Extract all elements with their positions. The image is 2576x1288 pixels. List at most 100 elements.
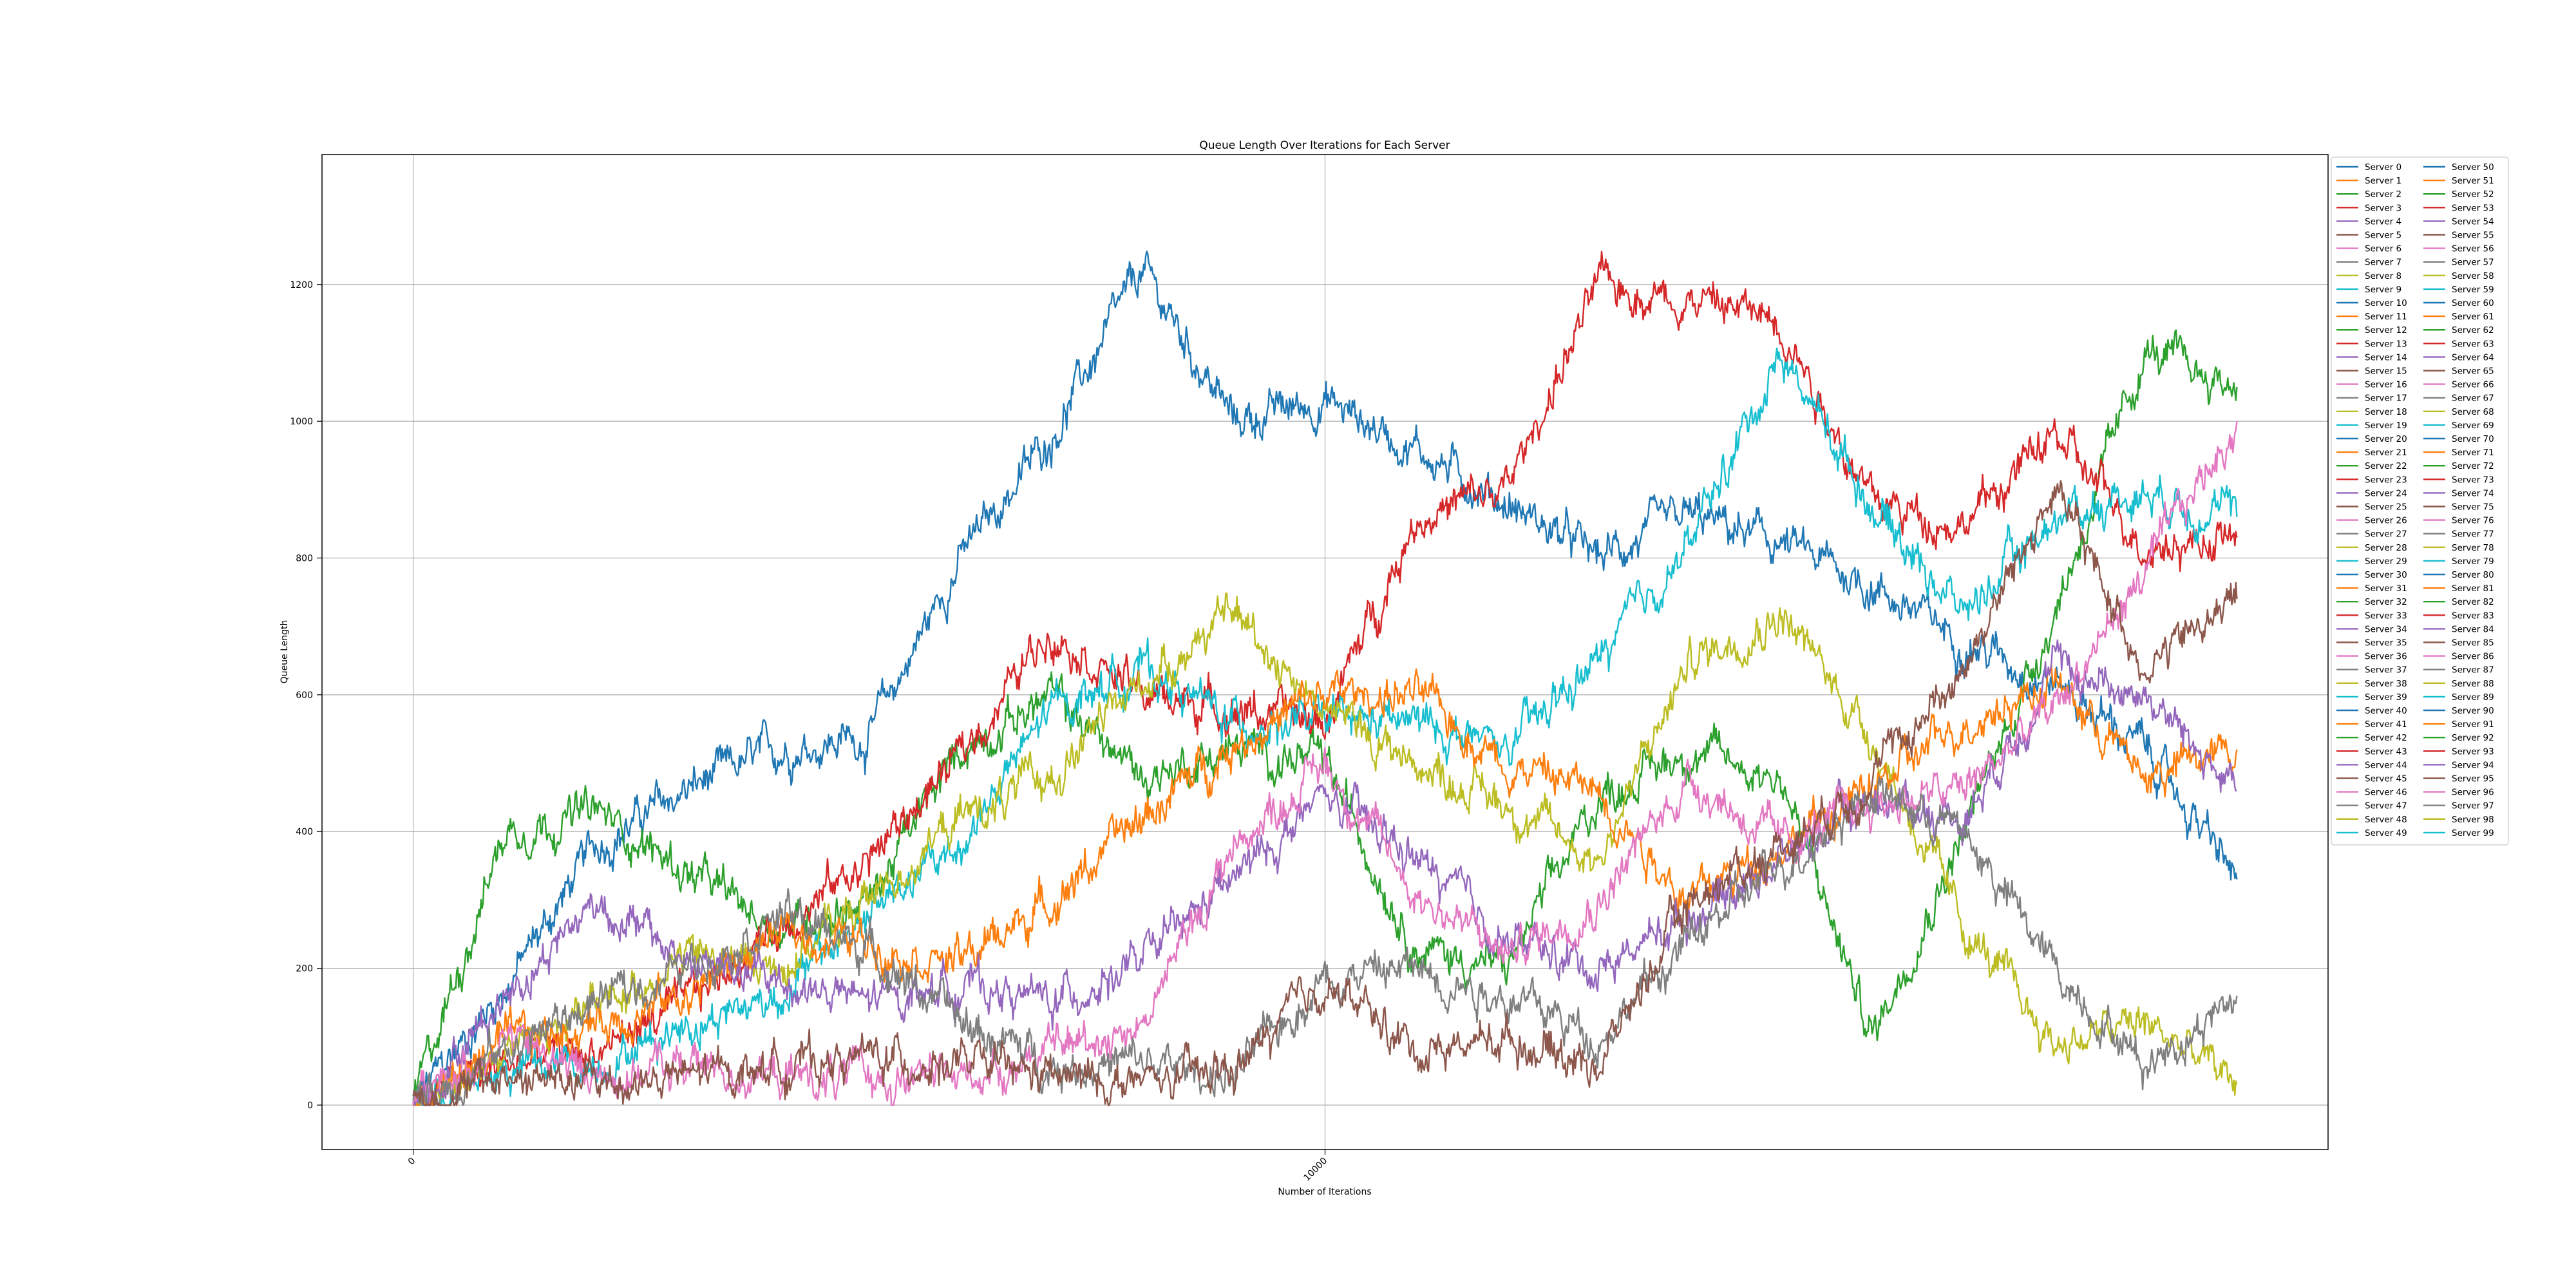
legend: Server 0 Server 1 Server 2 Server 3 Server 4… <box>2331 156 2509 846</box>
legend-label: Server 44 <box>2365 760 2407 770</box>
legend-label: Server 2 <box>2365 189 2401 200</box>
legend-label: Server 78 <box>2452 543 2494 553</box>
legend-label: Server 20 <box>2365 434 2407 444</box>
legend-label: Server 77 <box>2452 529 2494 540</box>
legend-label: Server 98 <box>2452 815 2494 825</box>
x-axis-label: Number of Iterations <box>1278 1187 1371 1197</box>
legend-label: Server 3 <box>2365 203 2401 213</box>
legend-label: Server 56 <box>2452 244 2494 254</box>
legend-label: Server 43 <box>2365 746 2407 757</box>
legend-label: Server 55 <box>2452 231 2494 241</box>
legend-label: Server 11 <box>2365 312 2407 322</box>
series-lines <box>412 251 2238 1106</box>
legend-label: Server 15 <box>2365 366 2407 377</box>
legend-label: Server 14 <box>2365 352 2407 363</box>
legend-label: Server 12 <box>2365 325 2407 336</box>
legend-label: Server 66 <box>2452 380 2494 390</box>
legend-label: Server 72 <box>2452 461 2494 471</box>
legend-label: Server 73 <box>2452 475 2494 485</box>
legend-label: Server 10 <box>2365 298 2407 308</box>
legend-label: Server 31 <box>2365 583 2407 594</box>
legend-label: Server 95 <box>2452 774 2494 784</box>
legend-label: Server 81 <box>2452 583 2494 594</box>
legend-label: Server 34 <box>2365 624 2407 634</box>
legend-label: Server 13 <box>2365 339 2407 349</box>
legend-label: Server 88 <box>2452 679 2494 689</box>
legend-label: Server 28 <box>2365 543 2407 553</box>
legend-label: Server 22 <box>2365 461 2407 471</box>
series-line <box>412 347 2238 1106</box>
legend-label: Server 85 <box>2452 638 2494 649</box>
legend-label: Server 4 <box>2365 216 2401 227</box>
legend-label: Server 63 <box>2452 339 2494 349</box>
legend-label: Server 64 <box>2452 352 2494 363</box>
y-tick-label: 1000 <box>290 417 313 427</box>
legend-label: Server 75 <box>2452 502 2494 513</box>
legend-label: Server 46 <box>2365 788 2407 798</box>
legend-label: Server 68 <box>2452 407 2494 417</box>
legend-label: Server 69 <box>2452 421 2494 431</box>
legend-label: Server 49 <box>2365 828 2407 838</box>
legend-label: Server 80 <box>2452 570 2494 580</box>
legend-label: Server 39 <box>2365 692 2407 703</box>
legend-label: Server 37 <box>2365 665 2407 676</box>
legend-label: Server 40 <box>2365 706 2407 716</box>
legend-label: Server 94 <box>2452 760 2494 770</box>
legend-label: Server 24 <box>2365 488 2407 498</box>
series-line <box>412 639 2237 1106</box>
chart-title: Queue Length Over Iterations for Each Se… <box>1199 139 1450 152</box>
legend-label: Server 36 <box>2365 652 2407 662</box>
legend-label: Server 27 <box>2365 529 2407 540</box>
legend-label: Server 45 <box>2365 774 2407 784</box>
legend-box <box>2331 156 2509 846</box>
legend-label: Server 91 <box>2452 719 2494 730</box>
legend-label: Server 18 <box>2365 407 2407 417</box>
legend-label: Server 38 <box>2365 679 2407 689</box>
y-tick-label: 1200 <box>290 280 313 290</box>
series-line <box>412 480 2238 1106</box>
legend-label: Server 47 <box>2365 801 2407 811</box>
legend-label: Server 29 <box>2365 556 2407 567</box>
legend-label: Server 33 <box>2365 611 2407 621</box>
legend-label: Server 76 <box>2452 516 2494 526</box>
series-line <box>413 251 2238 1106</box>
legend-label: Server 71 <box>2452 448 2494 458</box>
legend-label: Server 58 <box>2452 271 2494 281</box>
legend-label: Server 54 <box>2452 216 2494 227</box>
y-tick-label: 800 <box>296 553 313 564</box>
legend-label: Server 16 <box>2365 380 2407 390</box>
legend-label: Server 41 <box>2365 719 2407 730</box>
legend-label: Server 21 <box>2365 448 2407 458</box>
legend-label: Server 97 <box>2452 801 2494 811</box>
legend-label: Server 60 <box>2452 298 2494 308</box>
legend-label: Server 89 <box>2452 692 2494 703</box>
legend-label: Server 70 <box>2452 434 2494 444</box>
legend-label: Server 51 <box>2452 176 2494 186</box>
y-tick-label: 0 <box>307 1101 313 1111</box>
legend-label: Server 17 <box>2365 393 2407 404</box>
y-axis-label: Queue Length <box>279 620 290 684</box>
legend-label: Server 67 <box>2452 393 2494 404</box>
legend-label: Server 23 <box>2365 475 2407 485</box>
y-tick-label: 600 <box>296 690 313 701</box>
legend-label: Server 90 <box>2452 706 2494 716</box>
legend-label: Server 74 <box>2452 488 2494 498</box>
legend-label: Server 53 <box>2452 203 2494 213</box>
legend-label: Server 86 <box>2452 652 2494 662</box>
legend-label: Server 65 <box>2452 366 2494 377</box>
legend-label: Server 1 <box>2365 176 2401 186</box>
legend-label: Server 96 <box>2452 788 2494 798</box>
legend-label: Server 9 <box>2365 285 2401 295</box>
series-line <box>413 665 2238 1106</box>
series-line <box>412 776 2238 1106</box>
legend-label: Server 30 <box>2365 570 2407 580</box>
legend-label: Server 48 <box>2365 815 2407 825</box>
legend-label: Server 82 <box>2452 597 2494 607</box>
legend-label: Server 25 <box>2365 502 2407 513</box>
legend-label: Server 83 <box>2452 611 2494 621</box>
legend-label: Server 99 <box>2452 828 2494 838</box>
legend-label: Server 19 <box>2365 421 2407 431</box>
grid-lines <box>322 155 2328 1150</box>
legend-label: Server 57 <box>2452 258 2494 268</box>
legend-label: Server 35 <box>2365 638 2407 649</box>
